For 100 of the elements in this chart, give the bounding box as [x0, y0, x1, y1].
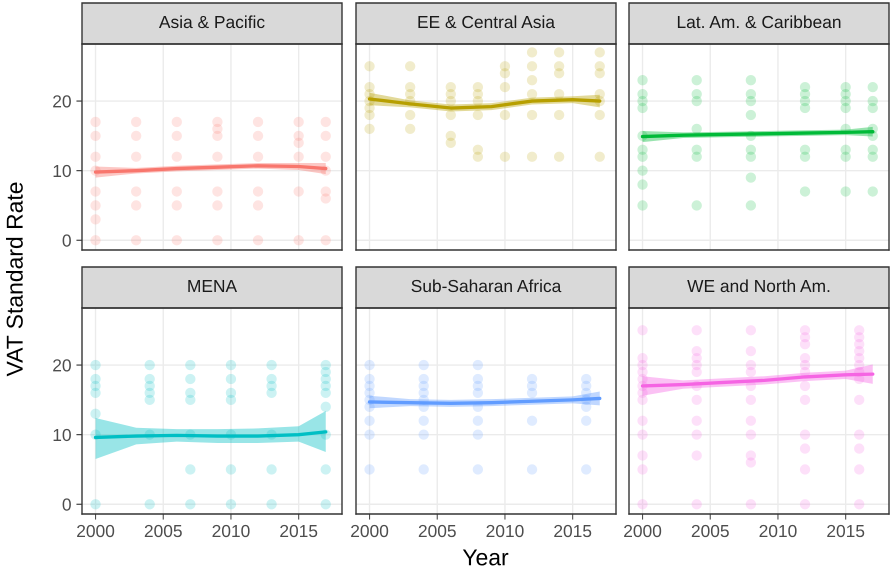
- point: [692, 200, 702, 211]
- point: [637, 325, 648, 336]
- point: [637, 416, 648, 426]
- point: [746, 394, 756, 406]
- x-tick-label: 2005: [418, 524, 456, 538]
- point: [746, 88, 756, 100]
- point: [868, 124, 878, 134]
- point: [637, 200, 648, 211]
- point: [637, 144, 648, 155]
- point: [131, 116, 142, 128]
- point: [252, 235, 264, 246]
- y-tick-label: 20: [53, 95, 71, 108]
- point: [692, 124, 702, 134]
- point: [90, 408, 101, 419]
- point: [172, 116, 182, 128]
- point: [746, 346, 756, 356]
- x-tick-label: 2015: [280, 524, 318, 538]
- point: [320, 235, 331, 246]
- point: [252, 116, 264, 128]
- point: [90, 214, 101, 225]
- chart-title: EE & Central Asia: [418, 15, 555, 28]
- point: [90, 186, 101, 197]
- point: [90, 374, 101, 384]
- chart-title: WE and North Am.: [687, 279, 830, 292]
- point: [526, 75, 538, 86]
- point: [746, 200, 756, 211]
- point: [212, 186, 223, 197]
- point: [637, 430, 648, 440]
- point: [131, 152, 142, 162]
- chart-title: Lat. Am. & Caribbean: [678, 15, 840, 28]
- point: [405, 82, 416, 92]
- point: [800, 394, 810, 406]
- point: [418, 430, 429, 440]
- point: [405, 110, 416, 120]
- point: [418, 464, 429, 475]
- point: [226, 388, 236, 398]
- point: [840, 82, 851, 92]
- point: [637, 352, 648, 364]
- point: [144, 430, 155, 440]
- point: [172, 152, 182, 162]
- point: [554, 61, 564, 72]
- point: [294, 130, 304, 142]
- point: [554, 47, 564, 58]
- point: [692, 88, 702, 100]
- point: [294, 186, 304, 197]
- point: [692, 499, 702, 510]
- point: [320, 360, 331, 370]
- point: [266, 374, 277, 384]
- point: [472, 152, 484, 162]
- point: [692, 75, 702, 86]
- point: [854, 464, 864, 475]
- point: [637, 130, 648, 142]
- point: [746, 360, 756, 370]
- point: [172, 235, 182, 246]
- point: [172, 130, 182, 142]
- x-tick-label: 2010: [486, 524, 524, 538]
- point: [364, 82, 375, 92]
- x-tick-label: 2000: [77, 524, 114, 538]
- chart-title: Asia & Pacific: [158, 15, 265, 28]
- chart-title: MENA: [188, 280, 238, 292]
- point: [131, 235, 142, 246]
- point: [526, 464, 538, 475]
- point: [212, 116, 223, 128]
- point: [320, 116, 331, 128]
- point: [90, 235, 101, 246]
- point: [594, 47, 605, 58]
- point: [294, 235, 304, 246]
- chart-title: Sub-Saharan Africa: [412, 279, 562, 292]
- point: [364, 374, 375, 384]
- point: [581, 416, 592, 426]
- point: [868, 186, 878, 197]
- point: [692, 380, 702, 392]
- point: [446, 82, 456, 92]
- point: [868, 96, 878, 106]
- point: [800, 325, 810, 336]
- point: [500, 152, 510, 162]
- x-tick-label: 2005: [692, 524, 729, 538]
- point: [692, 346, 702, 356]
- x-tick-label: 2015: [827, 524, 864, 538]
- point: [854, 325, 864, 336]
- point: [526, 374, 538, 384]
- point: [581, 374, 592, 384]
- point: [526, 61, 538, 72]
- point: [692, 450, 702, 461]
- point: [320, 152, 331, 162]
- point: [500, 82, 510, 92]
- point: [526, 88, 538, 100]
- point: [144, 374, 155, 384]
- point: [131, 186, 142, 197]
- point: [364, 124, 375, 134]
- point: [854, 394, 864, 406]
- point: [746, 172, 756, 183]
- point: [320, 464, 331, 475]
- point: [294, 116, 304, 128]
- point: [526, 416, 538, 426]
- y-tick-label: 0: [62, 234, 71, 247]
- point: [90, 116, 101, 128]
- point: [637, 88, 648, 100]
- point: [746, 325, 756, 336]
- point: [472, 82, 484, 92]
